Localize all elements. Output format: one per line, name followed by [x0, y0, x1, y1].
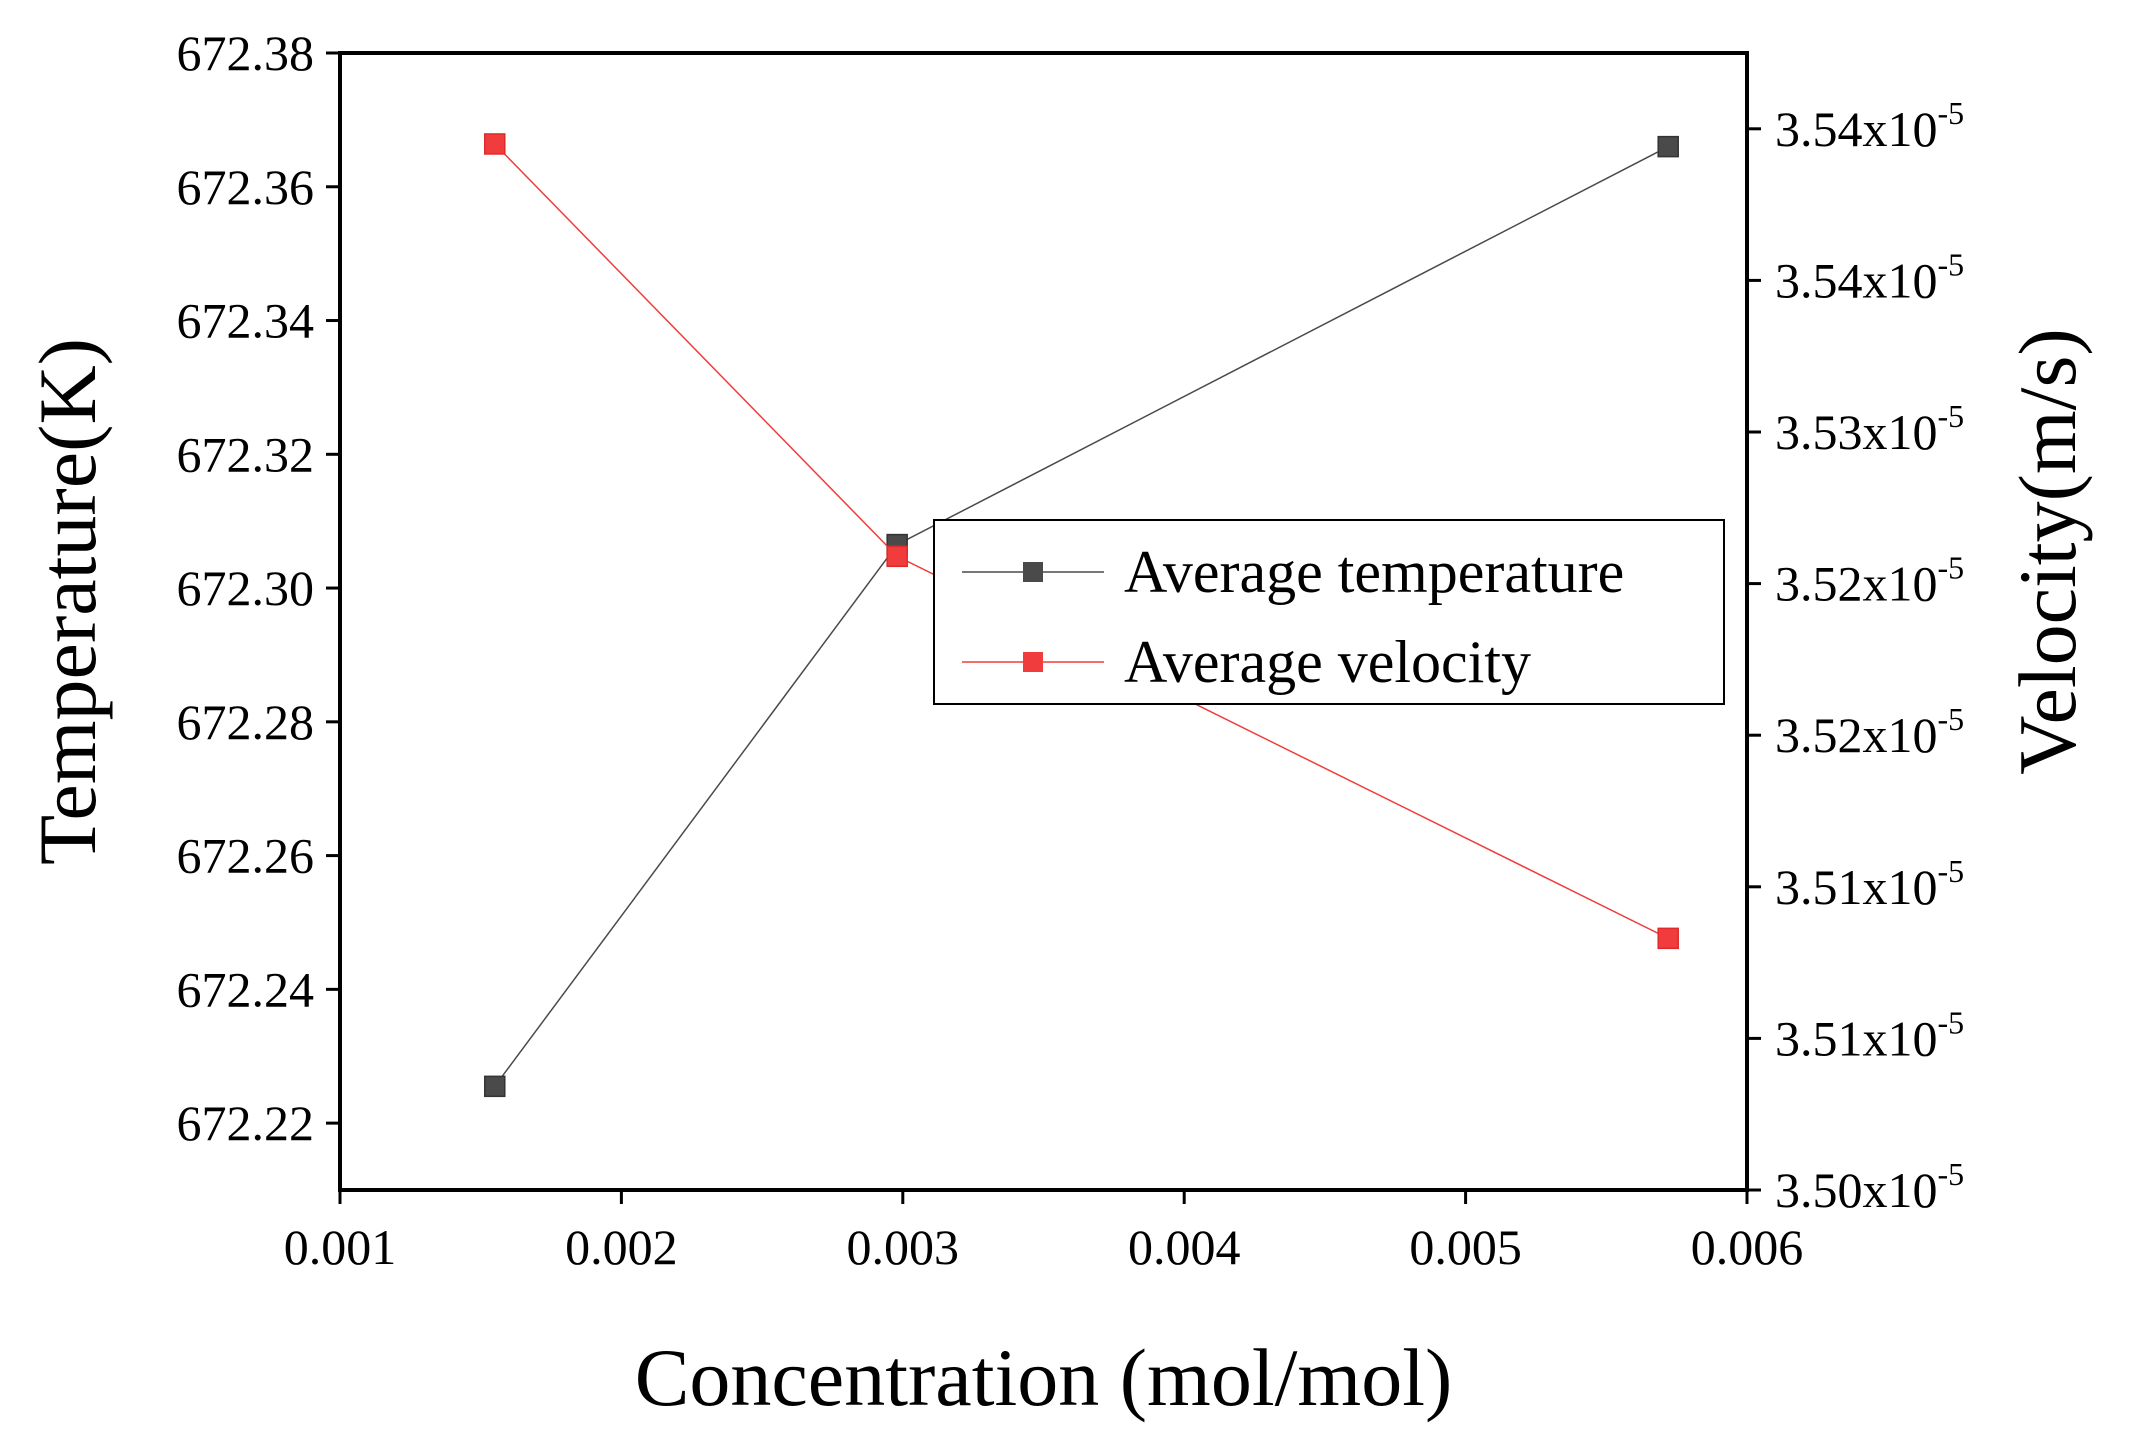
temperature-point: [484, 1075, 506, 1098]
legend-marker-velocity: [1023, 652, 1043, 672]
y-right-tick-label: 3.51x10-5: [1775, 1004, 1964, 1066]
velocity-point: [484, 133, 506, 155]
y-right-tick-label: 3.52x10-5: [1775, 550, 1964, 612]
plot-frame: [338, 51, 1749, 1192]
x-tick-label: 0.005: [1409, 1219, 1522, 1275]
y-left-tick-label: 672.28: [177, 694, 315, 750]
x-tick-label: 0.001: [284, 1219, 397, 1275]
y-right-tick-label: 3.50x10-5: [1775, 1156, 1964, 1218]
legend-marker-temperature: [1023, 562, 1043, 582]
x-tick-label: 0.006: [1691, 1219, 1804, 1275]
x-tick-label: 0.002: [565, 1219, 678, 1275]
x-tick-label: 0.003: [847, 1219, 960, 1275]
y-left-tick-label: 672.22: [177, 1095, 315, 1151]
y-right-tick-label: 3.51x10-5: [1775, 853, 1964, 915]
y-right-tick-label: 3.54x10-5: [1775, 246, 1964, 308]
legend-box: [933, 519, 1725, 705]
x-axis-title: Concentration (mol/mol): [635, 1332, 1453, 1423]
y-right-tick-label: 3.52x10-5: [1775, 701, 1964, 763]
y-left-tick-label: 672.38: [177, 25, 315, 81]
y-right-tick-label: 3.53x10-5: [1775, 398, 1964, 460]
y-left-tick-label: 672.26: [177, 828, 315, 884]
y-left-tick-label: 672.36: [177, 159, 315, 215]
y-left-tick-label: 672.32: [177, 426, 315, 482]
series-layer: [484, 133, 1679, 1098]
y-right-tick-label: 3.54x10-5: [1775, 95, 1964, 157]
legend-label-velocity: Average velocity: [1124, 629, 1531, 695]
velocity-point: [886, 545, 908, 568]
y-left-axis-title: Temperature(K): [22, 338, 113, 865]
x-tick-label: 0.004: [1128, 1219, 1241, 1275]
y-left-tick-label: 672.24: [177, 961, 315, 1017]
ticks-layer: 0.001 0.002 0.003 0.004 0.005 0.006 672.22 672.…: [177, 25, 1965, 1275]
y-left-tick-label: 672.34: [177, 293, 315, 349]
y-right-axis-title: Velocity(m/s): [2002, 328, 2093, 774]
legend-label-temperature: Average temperature: [1124, 539, 1624, 605]
velocity-point: [1657, 927, 1679, 950]
temperature-point: [1657, 135, 1679, 158]
y-left-tick-label: 672.30: [177, 560, 315, 616]
legend: Average temperature Average velocity: [933, 519, 1725, 705]
